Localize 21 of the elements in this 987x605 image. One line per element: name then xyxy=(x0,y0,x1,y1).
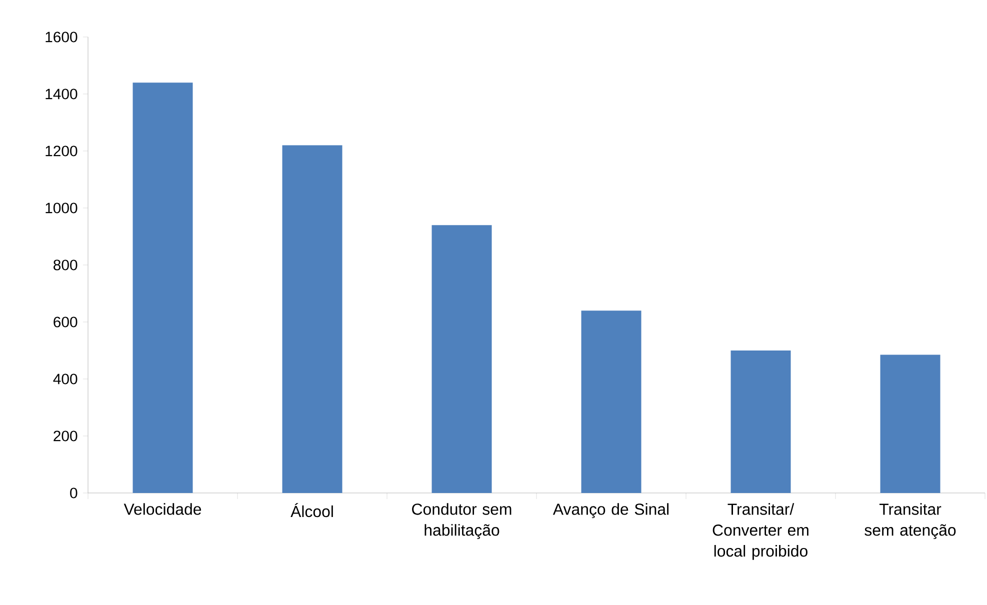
x-tick-label: Velocidade xyxy=(124,503,202,515)
x-tick-label: Avanço de Sinal xyxy=(552,503,668,518)
y-tick-label: 1200 xyxy=(46,146,78,156)
y-tick-label: 1600 xyxy=(46,32,78,42)
y-tick-label: 600 xyxy=(54,316,78,328)
x-tick-label: Álcool xyxy=(290,503,333,518)
y-tick-label: 400 xyxy=(53,374,78,384)
y-tick-label: 800 xyxy=(54,260,78,270)
bar xyxy=(730,350,791,493)
bar xyxy=(282,145,342,493)
x-tick-label: Transitar/ Converter em local proibido xyxy=(712,503,808,560)
y-tick-label: 0 xyxy=(70,488,78,498)
y-tick-label: 1400 xyxy=(46,88,78,100)
bar xyxy=(132,82,193,493)
y-tick-label: 1000 xyxy=(46,202,78,214)
x-tick-label: Condutor sem habilitação xyxy=(412,503,512,540)
y-tick-label: 200 xyxy=(54,430,78,442)
bar xyxy=(880,354,940,493)
x-tick-label: Transitar sem atenção xyxy=(864,503,956,540)
bar xyxy=(581,310,642,493)
bar xyxy=(432,225,492,493)
